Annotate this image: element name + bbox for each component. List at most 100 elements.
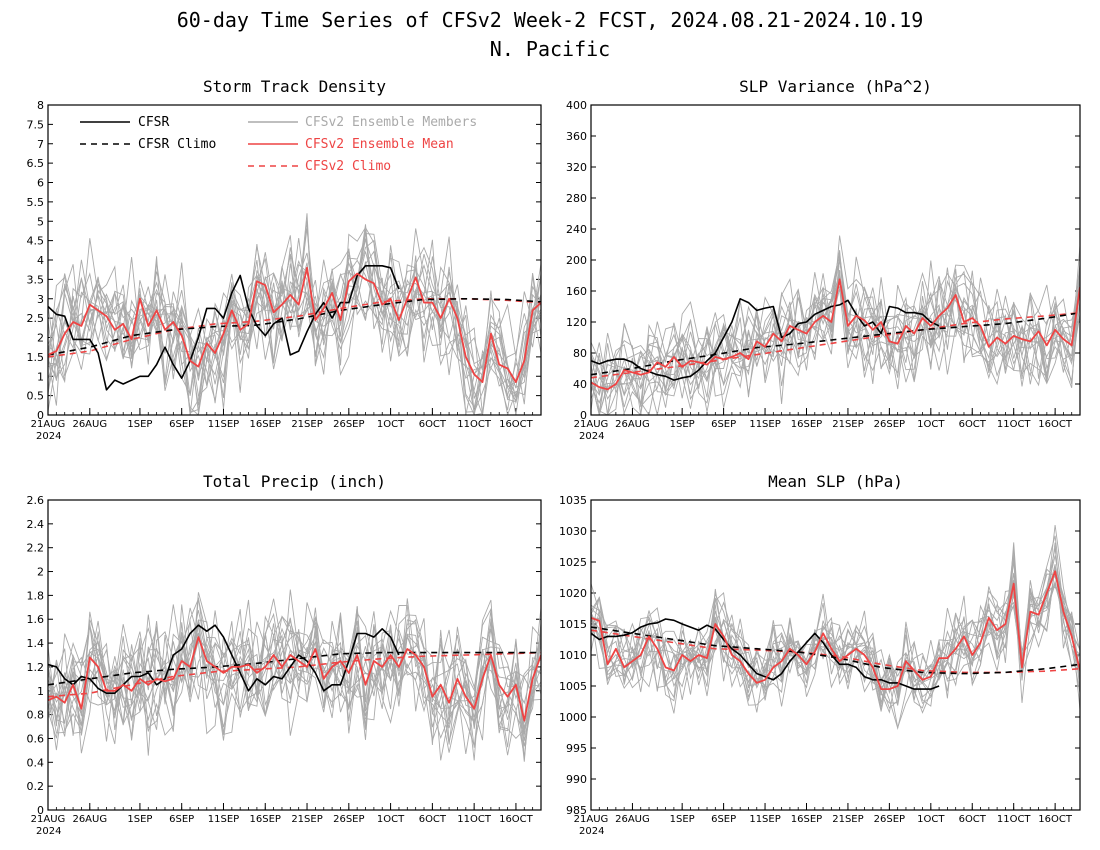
ensemble-member-line — [591, 564, 1080, 709]
x-tick-label: 26SEP — [874, 814, 905, 825]
x-tick-label: 16OCT — [499, 814, 534, 825]
series-line-cfsr — [591, 618, 940, 690]
y-tick-label: 6 — [37, 177, 44, 190]
x-tick-label: 21SEP — [291, 419, 322, 430]
ensemble-member-line — [591, 245, 1080, 415]
ensemble-member-line — [48, 250, 541, 409]
plot-frame — [47, 104, 542, 416]
x-tick-label: 1OCT — [377, 419, 405, 430]
ensemble-member-line — [48, 619, 541, 741]
y-tick-label: 1025 — [559, 556, 587, 569]
x-tick-label: 1SEP — [670, 814, 695, 825]
x-tick-label: 26SEP — [333, 419, 364, 430]
legend-label-cfsr-climo: CFSR Climo — [138, 137, 216, 152]
ensemble-member-line — [48, 602, 541, 739]
plot-frame — [47, 499, 542, 811]
x-tick-label: 6SEP — [711, 419, 736, 430]
x-tick-label: 11OCT — [457, 419, 492, 430]
y-tick-label: 5.5 — [27, 196, 45, 209]
y-tick-label: 1010 — [559, 649, 587, 662]
panel-title-total-precip: Total Precip (inch) — [203, 472, 386, 491]
panel-title-slp-variance: SLP Variance (hPa^2) — [739, 77, 932, 96]
x-tick-label: 6OCT — [419, 814, 447, 825]
y-tick-label: 120 — [566, 316, 587, 329]
x-tick-label: 11OCT — [997, 419, 1032, 430]
y-tick-label: 995 — [566, 742, 587, 755]
x-tick-label: 6SEP — [711, 814, 736, 825]
x-tick-label: 1OCT — [917, 419, 945, 430]
ensemble-member-line — [48, 228, 541, 415]
y-tick-label: 240 — [566, 223, 587, 236]
x-tick-label: 26AUG — [615, 814, 650, 825]
ensemble-member-line — [48, 597, 541, 761]
x-tick-label: 6SEP — [169, 419, 194, 430]
series-line-cfsv2-ensemble-mean — [48, 266, 541, 384]
series-line-cfsv2-ensemble-mean — [591, 570, 1080, 690]
x-tick-label: 26AUG — [72, 814, 107, 825]
ensemble-member-line — [48, 598, 541, 760]
panel-storm-track: Storm Track Density 0 0.5 1 1.5 2 2.5 3 3.5 4 4.5 5… — [27, 77, 542, 442]
ensemble-member-line — [591, 579, 1080, 701]
x-tick-label: 21AUG — [31, 419, 66, 430]
y-tick-label: 1.2 — [27, 661, 45, 674]
legend-label-cfsr: CFSR — [138, 115, 169, 130]
series-line-cfsr — [48, 624, 400, 695]
series-line-cfsr — [48, 264, 400, 391]
plot-area — [591, 524, 1080, 730]
x-tick-label: 6SEP — [169, 814, 194, 825]
ensemble-member-line — [48, 235, 541, 401]
y-tick-label: 1035 — [559, 494, 587, 507]
y-tick-label: 1000 — [559, 711, 587, 724]
x-tick-label: 11SEP — [208, 419, 239, 430]
x-tick-label: 16SEP — [791, 814, 822, 825]
x-tick-label: 26SEP — [333, 814, 364, 825]
x-tick-label: 26SEP — [874, 419, 905, 430]
x-tick-label: 11OCT — [997, 814, 1032, 825]
ensemble-member-line — [591, 275, 1080, 415]
y-tick-label: 6.5 — [27, 157, 45, 170]
y-tick-label: 1030 — [559, 525, 587, 538]
panel-slp-variance: SLP Variance (hPa^2) 0 40 80 120 160 200 240 280… — [566, 77, 1081, 442]
y-tick-label: 0.4 — [27, 756, 45, 769]
y-tick-label: 5 — [37, 215, 44, 228]
x-tick-label: 11OCT — [457, 814, 492, 825]
legend-label-members: CFSv2 Ensemble Members — [305, 115, 477, 130]
panel-title-mean-slp: Mean SLP (hPa) — [768, 472, 903, 491]
y-tick-label: 0 — [37, 804, 44, 817]
ensemble-member-line — [48, 610, 541, 741]
x-tick-label: 1SEP — [127, 814, 152, 825]
y-tick-label: 0.6 — [27, 732, 45, 745]
x-tick-label: 1OCT — [377, 814, 405, 825]
figure-subtitle: N. Pacific — [490, 37, 610, 61]
x-tick-label: 21SEP — [291, 814, 322, 825]
ensemble-member-line — [48, 592, 541, 742]
legend-label-cfsv2-climo: CFSv2 Climo — [305, 159, 391, 174]
y-tick-label: 1 — [37, 370, 44, 383]
y-tick-label: 990 — [566, 773, 587, 786]
y-tick-label: 2 — [37, 566, 44, 579]
series-line-cfsv2-ensemble-mean — [48, 636, 541, 722]
x-tick-label: 21AUG — [574, 419, 609, 430]
ensemble-member-line — [48, 228, 541, 413]
figure-title: 60-day Time Series of CFSv2 Week-2 FCST,… — [177, 8, 924, 32]
series-line-cfsr-climo — [591, 311, 1080, 376]
x-tick-label: 6OCT — [959, 419, 987, 430]
panel-title-storm-track: Storm Track Density — [203, 77, 386, 96]
y-tick-label: 0 — [580, 409, 587, 422]
y-tick-label: 360 — [566, 130, 587, 143]
plot-area — [48, 213, 541, 415]
series-line-cfsv2-climo — [591, 311, 1080, 379]
y-tick-label: 2.4 — [27, 518, 45, 531]
x-tick-label: 1SEP — [670, 419, 695, 430]
x-tick-label: 21SEP — [832, 419, 863, 430]
panel-total-precip: Total Precip (inch) 0 0.2 0.4 0.6 0.8 1 1.2 1.4 1… — [27, 472, 542, 837]
y-tick-label: 4.5 — [27, 235, 45, 248]
y-tick-label: 200 — [566, 254, 587, 267]
x-tick-label: 16SEP — [250, 419, 281, 430]
y-tick-label: 80 — [573, 347, 587, 360]
y-tick-label: 1.5 — [27, 351, 45, 364]
series-line-cfsv2-ensemble-mean — [591, 278, 1080, 391]
x-tick-label: 21SEP — [832, 814, 863, 825]
y-tick-label: 2 — [37, 332, 44, 345]
